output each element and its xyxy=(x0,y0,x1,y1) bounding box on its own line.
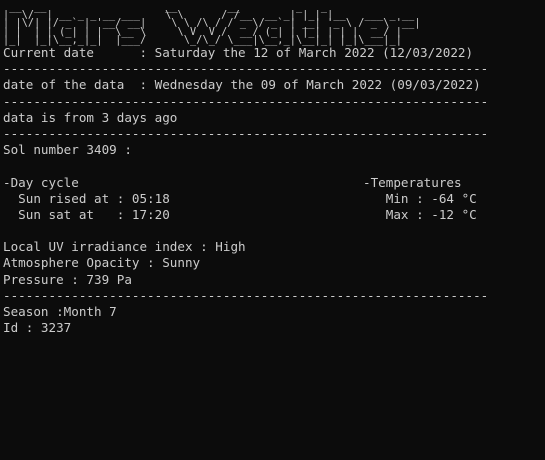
temperatures-section: -Temperatures Min : -64 °C Max : -12 °C xyxy=(363,175,543,224)
uv-index-line: Local UV irradiance index : High xyxy=(3,239,246,255)
separator-line: ----------------------------------------… xyxy=(3,125,489,141)
blank-line xyxy=(3,158,543,174)
console-scrollbar[interactable] xyxy=(542,0,545,460)
data-age-line: data is from 3 days ago xyxy=(3,109,178,125)
temperatures-title: -Temperatures xyxy=(363,174,462,190)
sol-number-line: Sol number 3409 : xyxy=(3,142,132,158)
season-line: Season :Month 7 xyxy=(3,304,117,320)
opacity-line: Atmosphere Opacity : Sunny xyxy=(3,255,201,271)
blank-line xyxy=(3,223,543,239)
day-cycle-section: -Day cycle Sun rised at : 05:18 Sun sat … xyxy=(3,175,363,224)
separator-line: ----------------------------------------… xyxy=(3,61,489,77)
separator-line: ----------------------------------------… xyxy=(3,93,489,109)
data-date-line: date of the data : Wednesday the 09 of M… xyxy=(3,77,481,93)
current-date-line: Current date : Saturday the 12 of March … xyxy=(3,45,474,61)
id-line: Id : 3237 xyxy=(3,320,72,336)
sunset-line: Sun sat at : 17:20 xyxy=(3,206,170,222)
min-temperature-line: Min : -64 °C xyxy=(363,190,477,206)
ascii-banner: __ __ __ __ _ _ | \/ | __ _ _ __ ___ \ \… xyxy=(3,4,421,46)
cycle-temperature-block: -Day cycle Sun rised at : 05:18 Sun sat … xyxy=(3,175,543,224)
pressure-line: Pressure : 739 Pa xyxy=(3,271,132,287)
max-temperature-line: Max : -12 °C xyxy=(363,206,477,222)
sunrise-line: Sun rised at : 05:18 xyxy=(3,190,170,206)
console-window: __ __ __ __ _ _ | \/ | __ _ _ __ ___ \ \… xyxy=(3,4,543,456)
separator-line: ----------------------------------------… xyxy=(3,287,489,303)
day-cycle-title: -Day cycle xyxy=(3,174,79,190)
